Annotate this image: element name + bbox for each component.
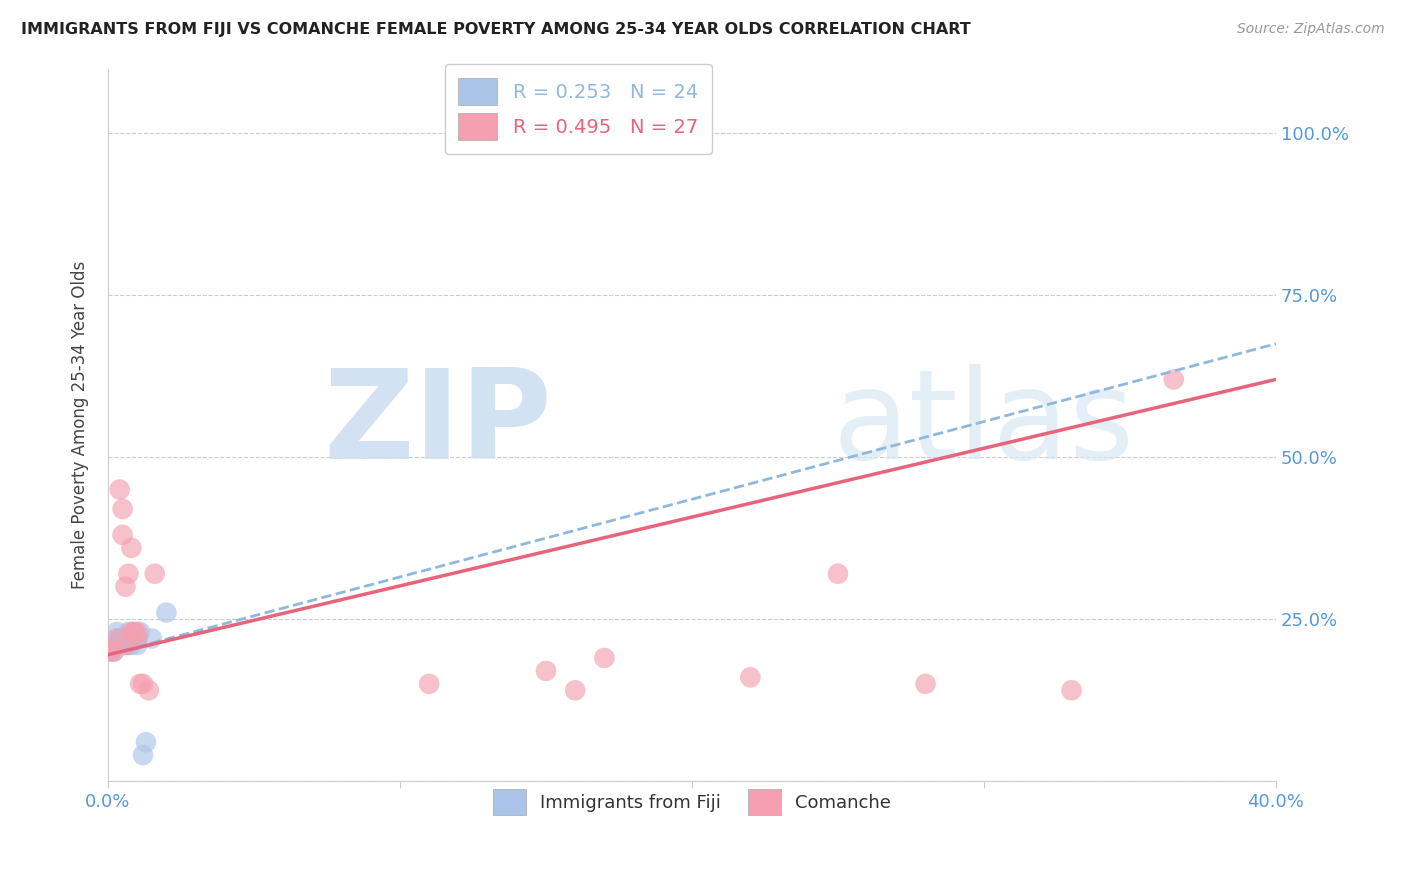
Point [155, 606, 177, 620]
Point [103, 644, 125, 658]
Point [108, 483, 131, 497]
Point [141, 632, 163, 646]
Point [143, 566, 166, 581]
Point [418, 677, 440, 691]
Point [127, 638, 149, 652]
Point [111, 638, 134, 652]
Text: ZIP: ZIP [323, 364, 551, 485]
Point [120, 541, 142, 555]
Point [103, 644, 125, 658]
Point [1163, 372, 1185, 386]
Point [129, 677, 152, 691]
Point [127, 625, 149, 640]
Point [105, 638, 128, 652]
Point [117, 566, 139, 581]
Point [138, 683, 160, 698]
Point [129, 625, 152, 640]
Point [564, 683, 586, 698]
Point [914, 677, 936, 691]
Text: Source: ZipAtlas.com: Source: ZipAtlas.com [1237, 22, 1385, 37]
Point [108, 632, 131, 646]
Point [122, 625, 145, 640]
Point [740, 670, 762, 684]
Point [122, 632, 145, 646]
Point [120, 632, 142, 646]
Point [132, 748, 155, 763]
Point [111, 632, 134, 646]
Point [122, 625, 145, 640]
Text: IMMIGRANTS FROM FIJI VS COMANCHE FEMALE POVERTY AMONG 25-34 YEAR OLDS CORRELATIO: IMMIGRANTS FROM FIJI VS COMANCHE FEMALE … [21, 22, 970, 37]
Point [120, 625, 142, 640]
Point [827, 566, 849, 581]
Point [111, 502, 134, 516]
Point [117, 632, 139, 646]
Point [105, 625, 128, 640]
Point [120, 638, 142, 652]
Point [100, 644, 122, 658]
Point [114, 632, 136, 646]
Point [114, 638, 136, 652]
Point [111, 528, 134, 542]
Point [108, 632, 131, 646]
Point [127, 632, 149, 646]
Point [1060, 683, 1083, 698]
Point [534, 664, 557, 678]
Point [132, 677, 155, 691]
Point [105, 632, 128, 646]
Y-axis label: Female Poverty Among 25-34 Year Olds: Female Poverty Among 25-34 Year Olds [72, 260, 89, 589]
Point [114, 580, 136, 594]
Text: atlas: atlas [832, 364, 1135, 485]
Point [100, 644, 122, 658]
Point [114, 638, 136, 652]
Point [593, 651, 616, 665]
Point [135, 735, 157, 749]
Point [117, 625, 139, 640]
Point [127, 632, 149, 646]
Point [117, 638, 139, 652]
Legend: Immigrants from Fiji, Comanche: Immigrants from Fiji, Comanche [482, 778, 901, 825]
